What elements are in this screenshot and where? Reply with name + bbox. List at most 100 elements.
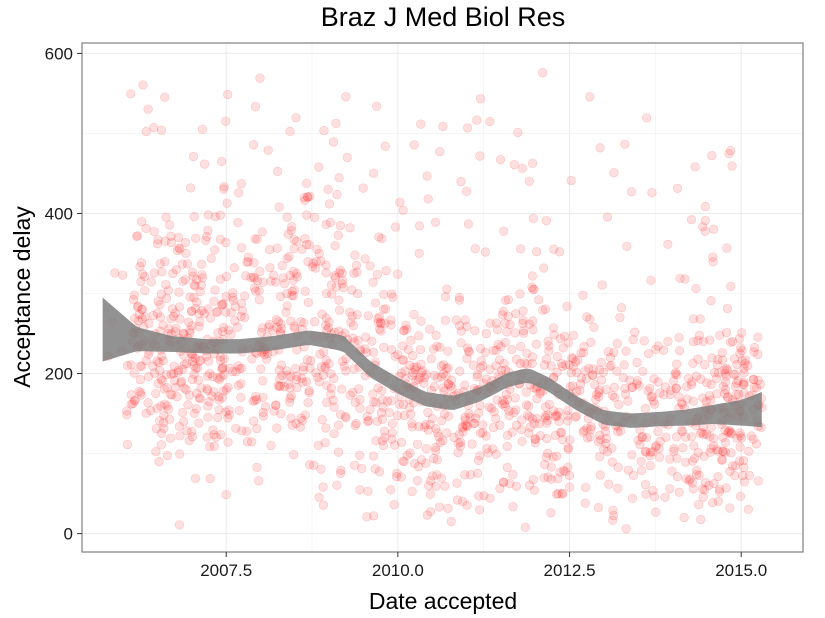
data-point [717, 348, 727, 358]
data-point [726, 146, 736, 156]
data-point [334, 305, 345, 315]
data-point [609, 510, 619, 521]
data-point [407, 422, 417, 432]
y-axis-title: Acceptance delay [9, 206, 35, 388]
data-point [468, 418, 479, 429]
data-point [397, 368, 407, 378]
data-point [195, 356, 205, 366]
data-point [565, 482, 575, 492]
data-point [408, 368, 418, 378]
data-point [493, 339, 503, 350]
data-point [313, 440, 323, 450]
data-point [478, 361, 488, 371]
data-point [171, 265, 181, 275]
data-point [613, 462, 623, 472]
data-point [257, 227, 267, 237]
data-point [133, 301, 143, 311]
data-point [203, 371, 213, 381]
data-point [137, 304, 147, 315]
data-point [735, 456, 745, 466]
data-point [360, 254, 370, 264]
data-point [215, 274, 225, 284]
data-point [355, 450, 365, 460]
data-point [355, 485, 365, 495]
data-point [252, 234, 262, 244]
data-point [249, 283, 260, 293]
data-point [605, 352, 615, 363]
data-point [252, 276, 263, 286]
data-point [175, 314, 185, 324]
data-point [428, 344, 439, 354]
data-point [712, 389, 722, 399]
data-point [372, 101, 382, 111]
data-point [596, 375, 607, 385]
data-point [416, 316, 426, 326]
data-point [414, 331, 424, 341]
data-point [646, 275, 656, 285]
data-point [317, 415, 327, 425]
data-point [689, 441, 699, 451]
data-point [645, 383, 655, 393]
data-point [694, 470, 704, 480]
data-point [131, 231, 142, 242]
data-point [301, 376, 311, 387]
data-point [633, 435, 643, 445]
data-point [612, 338, 622, 349]
data-point [233, 361, 243, 371]
data-point [321, 268, 331, 278]
data-point [396, 472, 406, 482]
data-point [251, 394, 262, 405]
data-point [292, 383, 302, 393]
data-point [460, 380, 470, 390]
data-point [180, 275, 190, 285]
data-point [463, 346, 474, 356]
data-point [379, 304, 389, 314]
data-point [189, 280, 199, 290]
data-point [339, 361, 349, 371]
data-point [562, 416, 573, 426]
data-point [458, 427, 468, 437]
data-point [483, 448, 493, 458]
data-point [240, 313, 250, 323]
data-point [623, 396, 633, 406]
data-point [380, 432, 390, 442]
data-point [686, 380, 696, 390]
data-point [170, 308, 180, 318]
data-point [195, 286, 205, 297]
data-point [436, 372, 446, 382]
data-point [188, 151, 199, 162]
data-point [326, 280, 337, 290]
data-point [178, 276, 188, 286]
data-point [182, 358, 192, 369]
data-point [203, 304, 213, 314]
data-point [297, 244, 307, 254]
data-point [693, 336, 703, 346]
data-point [454, 430, 464, 440]
data-point [191, 274, 202, 285]
data-point [420, 420, 431, 430]
data-point [672, 359, 682, 369]
data-point [556, 428, 567, 438]
data-point [709, 441, 719, 451]
data-point [558, 488, 568, 498]
data-point [648, 447, 658, 457]
data-point [314, 492, 324, 502]
data-point [257, 327, 267, 338]
data-point [568, 354, 578, 364]
data-point [242, 437, 253, 447]
data-point [166, 231, 176, 241]
data-point [200, 159, 210, 169]
data-point [706, 379, 716, 390]
data-point [530, 434, 540, 445]
data-point [371, 397, 381, 408]
data-point [464, 409, 474, 419]
data-point [582, 423, 592, 433]
data-point [165, 433, 175, 443]
data-point [237, 426, 247, 436]
data-point [365, 261, 375, 271]
data-point [725, 425, 735, 436]
data-point [254, 295, 264, 305]
data-point [221, 490, 231, 500]
data-point [387, 419, 398, 429]
data-point [399, 410, 409, 421]
